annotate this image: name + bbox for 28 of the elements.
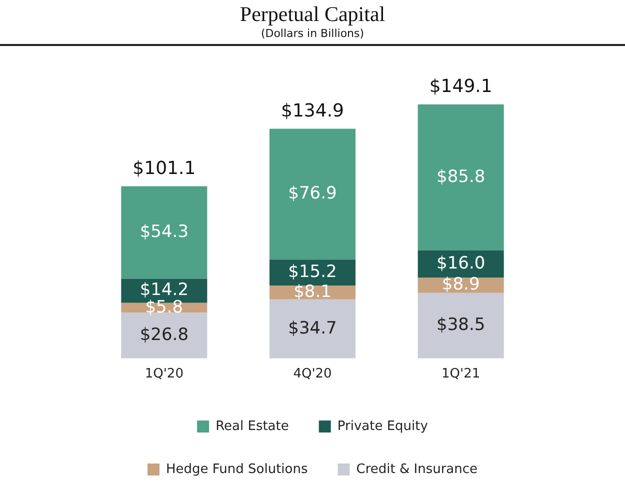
data-label: $76.9 <box>288 184 337 204</box>
bar <box>269 260 356 286</box>
legend-label: Hedge Fund Solutions <box>166 462 308 477</box>
x-tick-label: 1Q'21 <box>442 366 480 382</box>
data-label: $34.7 <box>288 318 337 338</box>
total-label: $101.1 <box>132 158 196 179</box>
legend-label: Real Estate <box>216 418 289 434</box>
data-label: $85.8 <box>436 166 486 187</box>
bar <box>269 128 356 260</box>
data-label: $38.5 <box>436 315 486 336</box>
data-label: $15.2 <box>288 262 337 282</box>
x-tick-label: 4Q'20 <box>293 366 332 382</box>
x-tick-label: 1Q'20 <box>144 366 184 382</box>
data-label: $8.9 <box>442 274 480 295</box>
data-label: $8.1 <box>294 282 332 302</box>
chart-title: Perpetual Capital <box>238 2 386 27</box>
data-label: $16.0 <box>436 254 486 274</box>
bar <box>418 292 504 358</box>
bar <box>418 104 504 250</box>
total-label: $149.1 <box>429 76 492 98</box>
data-label: $54.3 <box>140 222 189 242</box>
data-label: $26.8 <box>140 325 189 346</box>
total-label: $134.9 <box>281 100 344 122</box>
bar <box>121 186 208 279</box>
bar <box>269 299 356 358</box>
legend-label: Private Equity <box>337 418 428 434</box>
chart-subtitle: (Dollars in Billions) <box>260 27 366 42</box>
legend-label: Credit & Insurance <box>356 462 478 477</box>
